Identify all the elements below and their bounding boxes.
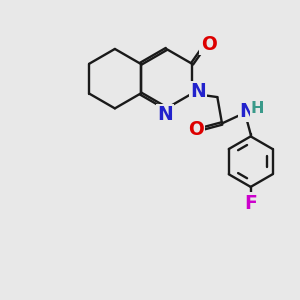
Text: N: N <box>190 82 206 101</box>
Text: F: F <box>244 194 257 213</box>
Text: O: O <box>201 35 217 54</box>
Text: N: N <box>239 102 255 121</box>
Text: O: O <box>188 120 204 139</box>
Text: N: N <box>157 105 173 124</box>
Text: H: H <box>251 101 264 116</box>
